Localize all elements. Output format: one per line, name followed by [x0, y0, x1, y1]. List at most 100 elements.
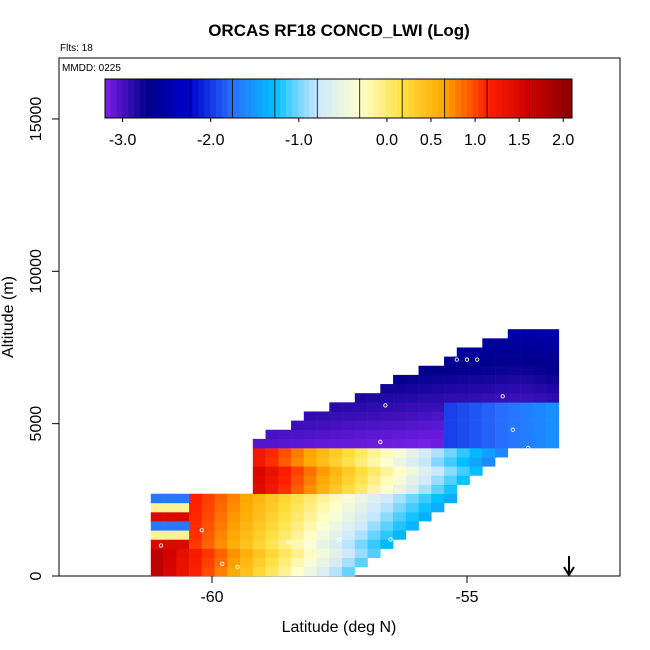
heatmap-cell	[495, 338, 509, 348]
heatmap-cell	[520, 438, 534, 449]
heatmap-cell	[469, 384, 483, 394]
heatmap-cell	[418, 420, 432, 431]
colorbar-segment	[402, 79, 409, 118]
heatmap-cell	[150, 566, 164, 577]
colorbar-segment	[437, 79, 444, 118]
heatmap-cell	[405, 493, 419, 504]
colorbar-segment	[542, 79, 550, 118]
heatmap-cell	[431, 484, 445, 495]
heatmap-cell	[329, 512, 343, 522]
heatmap-cell	[367, 411, 381, 421]
heatmap-cell	[354, 502, 368, 513]
heatmap-cell	[342, 548, 356, 559]
heatmap-cells	[150, 329, 560, 577]
heatmap-cell	[507, 329, 521, 339]
heatmap-cell	[265, 548, 279, 559]
heatmap-cell	[546, 420, 560, 431]
heatmap-cell	[278, 484, 292, 495]
heatmap-cell	[367, 420, 381, 431]
heatmap-cell	[367, 448, 381, 458]
heatmap-cell	[495, 438, 509, 449]
heatmap-cell	[431, 457, 445, 467]
heatmap-cell	[431, 374, 445, 385]
heatmap-cell	[418, 365, 432, 376]
heatmap-cell	[240, 548, 254, 559]
colorbar-segment	[536, 79, 544, 118]
heatmap-cell	[252, 521, 266, 531]
heatmap-cell	[342, 521, 356, 531]
data-marker	[475, 357, 480, 362]
heatmap-cell	[456, 384, 470, 394]
heatmap-cell	[367, 429, 381, 440]
heatmap-cell	[418, 457, 432, 467]
heatmap-cell	[291, 521, 305, 531]
heatmap-cell	[214, 512, 228, 522]
heatmap-cell	[150, 557, 164, 568]
heatmap-cell	[367, 466, 381, 476]
heatmap-cell	[278, 448, 292, 458]
colorbar-tick-label: 2.0	[552, 132, 574, 149]
heatmap-cell	[189, 530, 203, 540]
colorbar-segment	[344, 79, 351, 118]
colorbar-segment	[169, 79, 176, 118]
heatmap-cell	[405, 402, 419, 412]
heatmap-cell	[393, 475, 407, 485]
heatmap-cell	[533, 356, 547, 367]
data-marker	[383, 403, 388, 408]
heatmap-cell	[520, 329, 534, 339]
colorbar-segment	[268, 79, 275, 118]
heatmap-cell	[393, 402, 407, 412]
heatmap-cell	[265, 457, 279, 467]
heatmap-cell	[329, 502, 343, 513]
heatmap-cell	[354, 411, 368, 421]
heatmap-cell	[316, 466, 330, 476]
colorbar-segment	[490, 79, 497, 118]
colorbar-segment	[414, 79, 421, 118]
colorbar-tick-label: 0.5	[420, 132, 442, 149]
heatmap-cell	[329, 466, 343, 476]
heatmap-cell	[316, 448, 330, 458]
heatmap-cell	[367, 539, 381, 549]
heatmap-cell	[456, 457, 470, 467]
heatmap-cell	[444, 365, 458, 376]
heatmap-cell	[418, 393, 432, 403]
heatmap-cell	[456, 475, 470, 485]
colorbar-segment	[227, 79, 234, 118]
heatmap-cell	[189, 493, 203, 504]
heatmap-cell	[520, 384, 534, 394]
heatmap-cell	[507, 347, 521, 357]
heatmap-cell	[405, 475, 419, 485]
heatmap-cell	[405, 384, 419, 394]
heatmap-cell	[393, 374, 407, 385]
colorbar-segment	[116, 79, 123, 118]
heatmap-cell	[495, 420, 509, 431]
heatmap-cell	[482, 347, 496, 357]
heatmap-cell	[456, 438, 470, 449]
heatmap-cell	[240, 557, 254, 568]
heatmap-cell	[431, 384, 445, 394]
heatmap-cell	[354, 548, 368, 559]
heatmap-cell	[291, 530, 305, 540]
heatmap-cell	[418, 466, 432, 476]
heatmap-cell	[469, 411, 483, 421]
colorbar-segment	[560, 79, 567, 118]
heatmap-cell	[240, 512, 254, 522]
heatmap-cell	[418, 502, 432, 513]
heatmap-cell	[431, 448, 445, 458]
heatmap-cell	[303, 484, 317, 495]
heatmap-cell	[291, 475, 305, 485]
heatmap-cell	[546, 411, 560, 421]
heatmap-cell	[201, 530, 215, 540]
heatmap-cell	[342, 402, 356, 412]
heatmap-cell	[354, 475, 368, 485]
heatmap-cell	[265, 484, 279, 495]
heatmap-cell	[176, 512, 190, 522]
heatmap-cell	[405, 448, 419, 458]
heatmap-cell	[265, 429, 279, 440]
heatmap-cell	[418, 493, 432, 504]
heatmap-cell	[354, 393, 368, 403]
heatmap-cell	[252, 484, 266, 495]
heatmap-cell	[456, 365, 470, 376]
heatmap-cell	[469, 402, 483, 412]
heatmap-cell	[329, 448, 343, 458]
